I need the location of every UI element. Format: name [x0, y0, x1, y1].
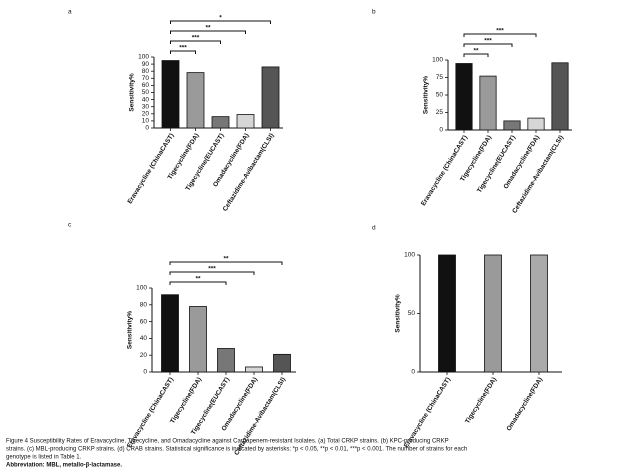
- significance-label: ***: [484, 38, 492, 45]
- y-tick-label: 80: [140, 302, 148, 309]
- bar: [273, 353, 291, 373]
- bar: [211, 116, 230, 129]
- significance-label: **: [195, 276, 201, 283]
- y-tick-label: 70: [142, 75, 150, 82]
- y-tick-label: 100: [136, 285, 147, 292]
- x-tick-label: Tigecycline(FDA): [464, 376, 498, 425]
- significance-bracket: [463, 53, 489, 57]
- y-tick-label: 40: [140, 335, 148, 342]
- y-tick-label: 20: [140, 352, 148, 359]
- x-tick-label: Tigecycline(FDA): [169, 376, 203, 425]
- y-tick-label: 100: [138, 54, 149, 61]
- y-tick-label: 50: [436, 92, 444, 99]
- y-tick-label: 10: [142, 118, 150, 125]
- bar: [503, 120, 521, 131]
- bar: [189, 306, 207, 373]
- bar: [530, 254, 548, 373]
- bar: [217, 348, 235, 373]
- y-tick-label: 75: [436, 74, 444, 81]
- y-tick-label: 100: [404, 252, 415, 259]
- significance-bracket: [169, 271, 255, 275]
- bar: [261, 66, 280, 129]
- bar: [186, 72, 205, 129]
- significance-label: ***: [208, 266, 216, 273]
- significance-bracket: [170, 40, 221, 44]
- x-tick-label: Ceftazidime-Avibactam(CLSI): [233, 376, 287, 456]
- y-tick-label: 0: [439, 127, 443, 134]
- bar: [161, 294, 179, 373]
- y-tick-label: 20: [142, 111, 150, 118]
- y-axis-label: Sensitivity%: [127, 311, 134, 350]
- caption-line: genotype is listed in Table 1.: [6, 455, 82, 461]
- y-tick-label: 0: [145, 125, 149, 132]
- panel-label: d: [372, 225, 376, 232]
- y-tick-label: 60: [140, 318, 148, 325]
- x-tick-label: Ceftazidime-Avibactam(CLSI): [511, 134, 565, 214]
- significance-label: **: [473, 48, 479, 55]
- x-tick-label: Eravacycline (ChinaCAST): [420, 134, 469, 207]
- y-tick-label: 30: [142, 103, 150, 110]
- significance-bracket: [170, 20, 271, 24]
- bar: [236, 114, 255, 129]
- y-tick-label: 50: [408, 310, 416, 317]
- caption-line: Figure 4 Susceptibility Rates of Eravacy…: [6, 439, 449, 445]
- significance-bracket: [169, 261, 283, 265]
- y-tick-label: 90: [142, 61, 150, 68]
- significance-bracket: [169, 281, 227, 285]
- panel-label: c: [68, 222, 72, 229]
- bar: [551, 62, 569, 131]
- bar: [455, 63, 473, 131]
- y-axis-label: Sensitivity%: [395, 294, 402, 333]
- significance-label: **: [223, 256, 229, 263]
- bar: [479, 75, 497, 131]
- significance-bracket: [463, 43, 513, 47]
- y-tick-label: 100: [432, 57, 443, 64]
- x-tick-label: Ceftazidime-Avibactam(CLSI): [222, 132, 276, 212]
- y-tick-label: 50: [142, 89, 150, 96]
- bar: [527, 117, 545, 131]
- significance-label: ***: [192, 35, 200, 42]
- y-tick-label: 80: [142, 68, 150, 75]
- x-tick-label: Eravacycline (ChinaCAST): [126, 132, 175, 205]
- y-tick-label: 25: [436, 109, 444, 116]
- y-tick-label: 0: [411, 369, 415, 376]
- y-tick-label: 0: [143, 369, 147, 376]
- panel-label: b: [372, 9, 376, 16]
- y-tick-label: 40: [142, 96, 150, 103]
- caption-line: Abbreviation: MBL, metallo-β-lactamase.: [6, 463, 122, 469]
- bar: [484, 254, 502, 373]
- y-tick-label: 60: [142, 82, 150, 89]
- significance-label: ***: [496, 28, 504, 35]
- significance-label: **: [205, 25, 211, 32]
- caption-line: strains. (c) MBL-producing CRKP strains.…: [6, 447, 467, 453]
- bar: [438, 254, 456, 373]
- bar: [161, 60, 180, 129]
- significance-bracket: [170, 30, 246, 34]
- y-axis-label: Sensitivity%: [423, 76, 430, 115]
- significance-bracket: [170, 50, 196, 54]
- panel-label: a: [68, 9, 72, 16]
- bar: [245, 366, 263, 373]
- significance-label: *: [219, 15, 222, 22]
- significance-bracket: [463, 33, 537, 37]
- y-axis-label: Sensitivity%: [129, 73, 136, 112]
- x-tick-label: Omadacycline(FDA): [505, 376, 544, 432]
- significance-label: ***: [179, 45, 187, 52]
